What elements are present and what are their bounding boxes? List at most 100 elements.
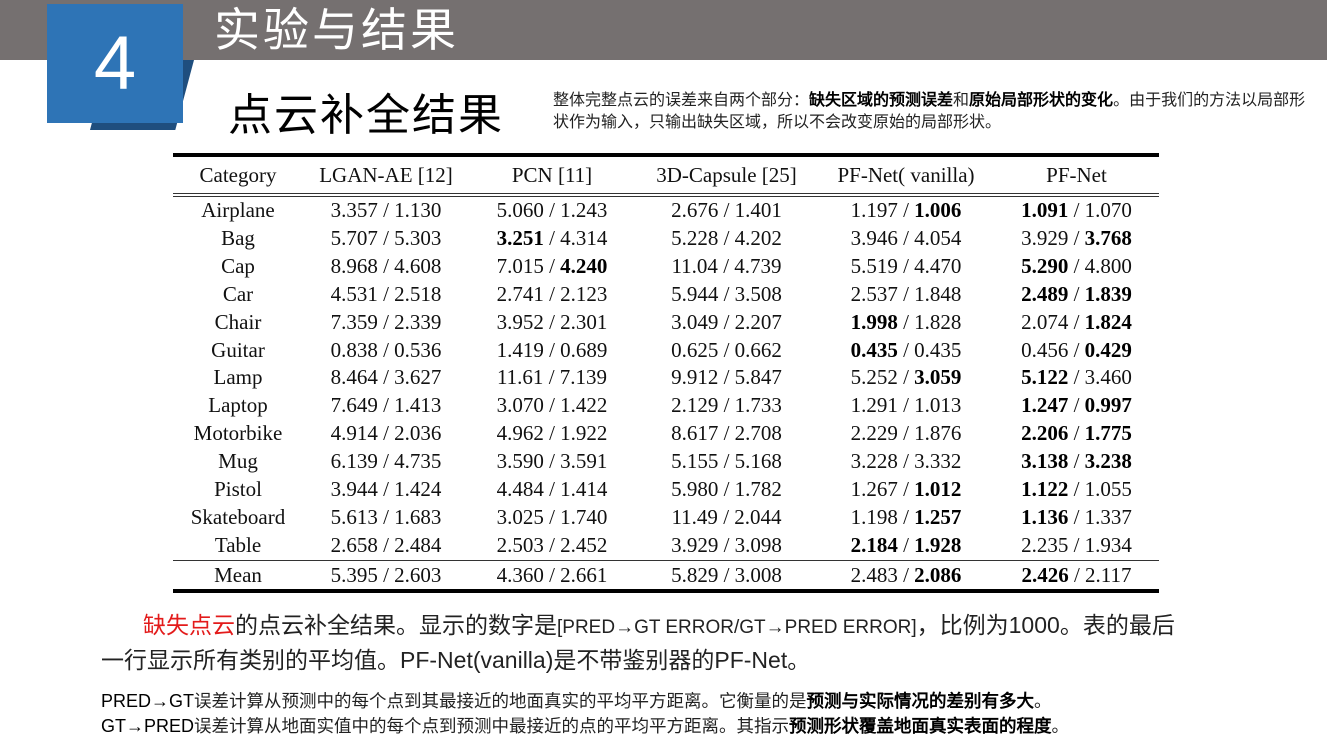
pred-gt-value: 5.060 [496,198,544,222]
gt-pred-value: 1.848 [914,281,962,306]
value-cell: 3.025 / 1.740 [469,504,635,532]
pred-gt-value: 0.625 [671,337,719,362]
gt-pred-value: 1.337 [1084,504,1132,529]
value-cell: 0.625 / 0.662 [635,337,818,365]
value-cell: 7.649 / 1.413 [303,392,469,420]
category-cell: Lamp [213,365,263,390]
pred-gt-value: 11.61 [496,365,544,390]
pred-gt-value: 2.229 [850,421,898,446]
pred-gt-value: 1.198 [850,504,898,529]
value-cell: 3.049 / 2.207 [635,309,818,337]
section-title: 实验与结果 [214,3,459,57]
value-separator: / [377,309,395,334]
value-separator: / [718,393,735,418]
value-separator: / [1068,393,1085,418]
value-cell: 7.359 / 2.339 [303,309,469,337]
value-separator: / [543,393,561,418]
gt-pred-value: 2.452 [560,532,608,557]
header-pf-net: PF-Net [1046,163,1107,187]
value-separator: / [543,309,561,334]
table-row: Motorbike 4.914 / 2.036 4.962 / 1.922 8.617… [173,420,1159,448]
value-separator: / [1068,198,1085,222]
value-cell: 3.929 / 3.768 [994,225,1159,253]
metric-definitions: PRED→GT误差计算从预测中的每个点到其最接近的地面真实的平均平方距离。它衡量… [101,689,1301,739]
gt-pred-value: 1.070 [1084,198,1132,222]
value-cell: 5.829 / 3.008 [635,561,818,589]
value-separator: / [377,393,395,418]
value-separator: / [377,253,395,278]
table-row: Chair 7.359 / 2.339 3.952 / 2.301 3.049 / 2… [173,309,1159,337]
value-cell: 8.464 / 3.627 [303,364,469,392]
value-cell: 4.360 / 2.661 [469,561,635,589]
gt-pred-value: 3.008 [734,562,782,587]
pred-gt-value: 5.290 [1021,253,1069,278]
value-separator: / [543,365,560,390]
table-bottom-rule [173,588,1159,593]
value-separator: / [897,198,915,222]
value-cell: 3.944 / 1.424 [303,476,469,504]
pred-gt-value: 4.962 [496,421,544,446]
pred-gt-value: 6.139 [330,449,378,474]
value-separator: / [897,421,915,446]
caption-model: PF-Net(vanilla) [400,647,554,673]
definition-pred-gt: PRED→GT误差计算从预测中的每个点到其最接近的地面真实的平均平方距离。它衡量… [101,689,1301,714]
value-cell: 2.489 / 1.839 [994,281,1159,309]
gt-pred-value: 1.243 [560,198,608,222]
value-separator: / [718,562,735,587]
value-separator: / [377,225,395,250]
category-cell: Cap [221,253,255,278]
value-separator: / [543,225,561,250]
gt-pred-value: 3.238 [1084,449,1132,474]
value-separator: / [897,449,915,474]
value-cell: 3.138 / 3.238 [994,448,1159,476]
gt-pred-value: 5.303 [394,225,442,250]
gt-pred-value: 0.435 [914,337,962,362]
pred-gt-value: 8.968 [330,253,378,278]
gt-pred-value: 2.603 [394,562,442,587]
value-cell: 4.914 / 2.036 [303,420,469,448]
note-text: 和 [953,90,970,109]
value-cell: 2.074 / 1.824 [994,309,1159,337]
gt-pred-value: 2.036 [394,421,442,446]
value-cell: 3.946 / 4.054 [818,225,994,253]
pred-gt-value: 2.503 [496,532,544,557]
pred-gt-value: 7.649 [330,393,378,418]
gt-pred-value: 3.098 [734,532,782,557]
value-cell: 5.290 / 4.800 [994,253,1159,281]
table-header-row: Category LGAN-AE [12] PCN [11] 3D-Capsul… [173,157,1159,193]
header-bar [0,0,1327,60]
definition-term: PRED→GT [101,691,195,711]
table-row: Skateboard 5.613 / 1.683 3.025 / 1.740 11.4… [173,504,1159,532]
note-emphasis: 原始局部形状的变化 [969,90,1114,109]
header-3d-capsule: 3D-Capsule [25] [656,163,797,187]
value-separator: / [1068,365,1085,390]
value-cell: 2.676 / 1.401 [635,197,818,225]
pred-gt-value: 5.122 [1021,365,1069,390]
gt-pred-value: 1.876 [914,421,962,446]
value-cell: 1.998 / 1.828 [818,309,994,337]
value-cell: 2.537 / 1.848 [818,281,994,309]
pred-gt-value: 3.251 [496,225,544,250]
value-separator: / [897,281,915,306]
value-separator: / [543,253,561,278]
pred-gt-value: 3.357 [330,198,378,222]
pred-gt-value: 1.267 [850,477,898,502]
value-separator: / [1068,309,1085,334]
pred-gt-value: 2.074 [1021,309,1069,334]
table-row: Lamp 8.464 / 3.627 11.61 / 7.139 9.912 / 5.… [173,364,1159,392]
category-cell: Table [214,532,262,557]
value-separator: / [377,421,395,446]
pred-gt-value: 5.980 [671,477,719,502]
value-cell: 5.155 / 5.168 [635,448,818,476]
pred-gt-value: 2.235 [1021,532,1069,557]
value-cell: 0.435 / 0.435 [818,337,994,365]
gt-pred-value: 3.332 [914,449,962,474]
value-cell: 5.228 / 4.202 [635,225,818,253]
pred-gt-value: 3.944 [330,477,378,502]
pred-gt-value: 3.590 [496,449,544,474]
value-cell: 11.49 / 2.044 [635,504,818,532]
caption-metric: [PRED→GT ERROR/GT→PRED ERROR] [557,617,917,638]
gt-pred-value: 1.413 [394,393,442,418]
definition-text: 误差计算从地面实值中的每个点到预测中最接近的点的平均平方距离。其指示 [194,717,790,737]
value-separator: / [1068,562,1086,587]
